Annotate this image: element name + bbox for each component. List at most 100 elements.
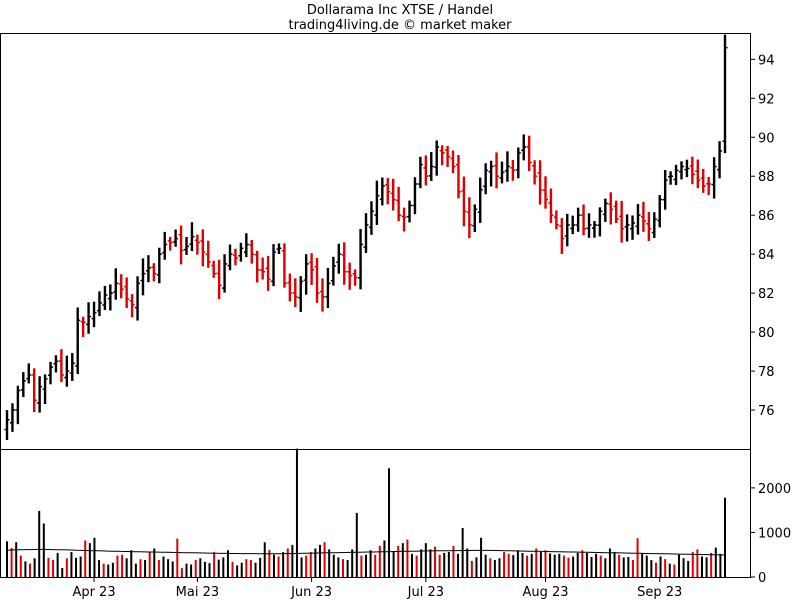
ohlc-bar bbox=[189, 222, 195, 252]
ohlc-bar bbox=[260, 257, 266, 280]
ohlc-bar bbox=[243, 233, 249, 258]
ohlc-bar bbox=[374, 180, 380, 225]
ohlc-bar bbox=[254, 250, 260, 283]
ohlc-bar bbox=[630, 215, 636, 240]
ohlc-bar bbox=[412, 177, 418, 215]
ohlc-bar bbox=[162, 231, 168, 260]
ohlc-bar bbox=[319, 278, 325, 312]
ohlc-bar bbox=[53, 355, 59, 373]
price-tick-label: 86 bbox=[758, 209, 775, 224]
ohlc-bar bbox=[9, 403, 15, 432]
price-tick-label: 78 bbox=[758, 365, 775, 380]
ohlc-bar bbox=[445, 145, 451, 167]
ohlc-bar bbox=[695, 159, 701, 189]
price-tick-label: 84 bbox=[758, 248, 775, 263]
volume-bars bbox=[6, 448, 726, 577]
ohlc-bar bbox=[265, 256, 271, 291]
ohlc-bar bbox=[635, 203, 641, 235]
ohlc-bar bbox=[238, 242, 244, 262]
ohlc-bar bbox=[42, 374, 48, 405]
ohlc-bar bbox=[102, 285, 108, 310]
ohlc-bar bbox=[330, 256, 336, 286]
volume-panel-frame bbox=[0, 449, 751, 578]
ohlc-bar bbox=[271, 244, 277, 287]
ohlc-bar bbox=[711, 157, 717, 199]
ohlc-bar bbox=[303, 254, 309, 295]
ohlc-bar bbox=[466, 197, 472, 239]
volume-axis: 0 1000 2000 bbox=[750, 482, 791, 586]
ohlc-bar bbox=[581, 204, 587, 236]
ohlc-bar bbox=[135, 276, 141, 321]
ohlc-bar bbox=[651, 212, 657, 238]
ohlc-bar bbox=[352, 269, 358, 286]
ohlc-bar bbox=[390, 178, 396, 211]
ohlc-bar bbox=[385, 178, 391, 205]
date-tick-label: Apr 23 bbox=[72, 585, 115, 600]
ohlc-bar bbox=[4, 410, 10, 440]
date-axis: Apr 23 Mai 23 Jun 23 Jul 23 Aug 23 Sep 23 bbox=[72, 577, 682, 600]
ohlc-bar bbox=[619, 200, 625, 243]
ohlc-bar bbox=[69, 352, 75, 381]
ohlc-bar bbox=[287, 273, 293, 302]
ohlc-bar bbox=[624, 214, 630, 242]
ohlc-bar bbox=[64, 355, 70, 387]
ohlc-bar bbox=[156, 247, 162, 284]
volume-tick-label: 2000 bbox=[758, 482, 791, 497]
ohlc-bar bbox=[96, 291, 102, 317]
ohlc-bar bbox=[662, 170, 668, 210]
ohlc-bar bbox=[140, 258, 146, 296]
ohlc-bar bbox=[178, 225, 184, 265]
ohlc-bar bbox=[602, 198, 608, 222]
ohlc-bar bbox=[564, 213, 570, 247]
ohlc-bar bbox=[510, 159, 516, 181]
ohlc-bar bbox=[205, 240, 211, 268]
ohlc-bar bbox=[646, 211, 652, 241]
chart-title: Dollarama Inc XTSE / Handel bbox=[307, 3, 493, 18]
ohlc-bar bbox=[200, 229, 206, 267]
ohlc-bar bbox=[526, 135, 532, 171]
ohlc-bar bbox=[417, 156, 423, 189]
price-axis: 76 78 80 82 84 86 88 90 92 94 bbox=[750, 53, 775, 419]
ohlc-bar bbox=[232, 248, 238, 266]
ohlc-bar bbox=[124, 277, 130, 309]
ohlc-bar bbox=[26, 363, 32, 384]
date-tick-label: Aug 23 bbox=[522, 585, 568, 600]
date-tick-label: Sep 23 bbox=[637, 585, 682, 600]
ohlc-bar bbox=[363, 213, 369, 253]
ohlc-bar bbox=[678, 161, 684, 180]
price-tick-label: 80 bbox=[758, 326, 775, 341]
ohlc-bar bbox=[494, 152, 500, 189]
ohlc-bar bbox=[341, 242, 347, 285]
ohlc-bar bbox=[504, 151, 510, 182]
ohlc-bar bbox=[532, 160, 538, 185]
ohlc-bar bbox=[145, 255, 151, 283]
ohlc-bar bbox=[347, 262, 353, 290]
ohlc-bar bbox=[553, 210, 559, 230]
ohlc-bar bbox=[640, 201, 646, 232]
ohlc-bar bbox=[281, 243, 287, 288]
ohlc-bar bbox=[689, 156, 695, 185]
ohlc-bar bbox=[521, 134, 527, 161]
price-tick-label: 94 bbox=[758, 53, 775, 68]
ohlc-bar bbox=[358, 228, 364, 290]
ohlc-bar bbox=[216, 259, 222, 300]
ohlc-bar bbox=[439, 145, 445, 166]
price-panel-frame bbox=[0, 33, 751, 450]
ohlc-bar bbox=[86, 302, 92, 334]
ohlc-bar bbox=[249, 240, 255, 264]
ohlc-bar bbox=[401, 207, 407, 232]
ohlc-bar bbox=[194, 234, 200, 255]
ohlc-bar bbox=[591, 221, 597, 238]
ohlc-bar bbox=[488, 160, 494, 187]
ohlc-bar bbox=[700, 168, 706, 193]
ohlc-bar bbox=[657, 195, 663, 228]
ohlc-bar bbox=[608, 192, 614, 225]
ohlc-bar bbox=[684, 159, 690, 178]
ohlc-bar bbox=[368, 201, 374, 235]
ohlc-bar bbox=[184, 236, 189, 255]
ohlc-bar bbox=[450, 150, 456, 174]
ohlc-bar bbox=[483, 163, 489, 195]
chart-subtitle: trading4living.de © market maker bbox=[288, 18, 512, 33]
price-tick-label: 88 bbox=[758, 170, 775, 185]
